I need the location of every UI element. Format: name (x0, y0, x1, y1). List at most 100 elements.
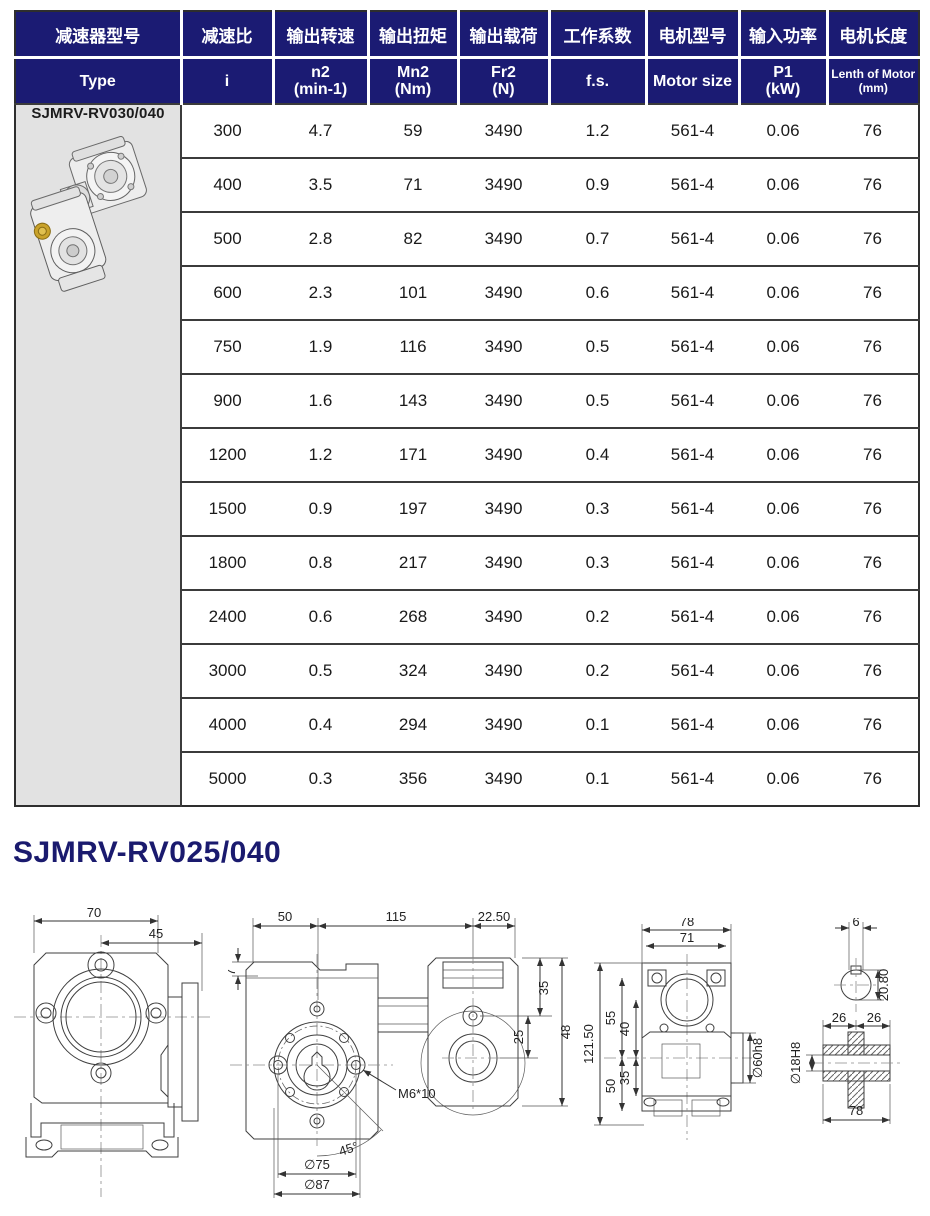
value-cell: 3490 (458, 535, 549, 590)
ratio-cell: 750 (181, 319, 273, 374)
value-cell: 0.9 (273, 481, 368, 536)
col-header-cn: 输出扭矩 (366, 11, 460, 59)
value-cell: 0.06 (739, 535, 827, 590)
dim-48-label: 48 (558, 1025, 573, 1039)
value-cell: 76 (827, 373, 919, 428)
value-cell: 3490 (458, 589, 549, 644)
value-cell: 3490 (458, 697, 549, 752)
col-header-en: Fr2 (N) (456, 56, 551, 104)
value-cell: 0.06 (739, 319, 827, 374)
value-cell: 1.2 (549, 103, 646, 158)
value-cell: 0.06 (739, 643, 827, 698)
value-cell: 76 (827, 103, 919, 158)
dim-35-label: 35 (536, 981, 551, 995)
value-cell: 2.3 (273, 265, 368, 320)
drawing-shaft-section: 6 20.80 26 26 ∅18H8 78 (788, 918, 904, 1124)
col-header-en: n2 (min-1) (271, 56, 370, 104)
value-cell: 3490 (458, 265, 549, 320)
drawing-side-view: 50 115 22.50 7 35 (228, 909, 573, 1198)
ratio-cell: 1500 (181, 481, 273, 536)
spec-table-body: SJMRV-RV030/040 (15, 103, 919, 806)
value-cell: 561-4 (646, 427, 739, 482)
value-cell: 0.5 (549, 319, 646, 374)
value-cell: 197 (368, 481, 458, 536)
value-cell: 561-4 (646, 103, 739, 158)
dim-12150-label: 121.50 (584, 1024, 596, 1064)
value-cell: 3.5 (273, 157, 368, 212)
value-cell: 561-4 (646, 211, 739, 266)
table-row: 1800 0.8 217 3490 0.3 561-4 0.06 76 (15, 535, 919, 590)
col-header-cn: 输出载荷 (456, 11, 551, 59)
table-row: 600 2.3 101 3490 0.6 561-4 0.06 76 (15, 265, 919, 320)
spec-table-head: 减速器型号 减速比 输出转速 输出扭矩 输出载荷 工作系数 电机型号 输入功率 电机长度 Type… (15, 11, 919, 104)
dim-78-label: 78 (680, 918, 694, 929)
value-cell: 0.2 (549, 643, 646, 698)
value-cell: 76 (827, 157, 919, 212)
value-cell: 2.8 (273, 211, 368, 266)
col-header-cn: 减速比 (179, 11, 275, 59)
value-cell: 71 (368, 157, 458, 212)
table-row: SJMRV-RV030/040 (15, 103, 919, 806)
dim-50-label: 50 (603, 1079, 618, 1093)
ratio-cell: 400 (181, 157, 273, 212)
dim-25-label: 25 (511, 1030, 526, 1044)
value-cell: 1.2 (273, 427, 368, 482)
dim-45-label: 45 (149, 926, 163, 941)
value-cell: 3490 (458, 319, 549, 374)
drawing-front-view: 70 45 (14, 905, 211, 1197)
table-row: 1200 1.2 171 3490 0.4 561-4 0.06 76 (15, 427, 919, 482)
dim-7-label: 7 (228, 968, 238, 975)
value-cell: 0.06 (739, 157, 827, 212)
ratio-cell: 1200 (181, 427, 273, 482)
value-cell: 3490 (458, 211, 549, 266)
value-cell: 1.9 (273, 319, 368, 374)
value-cell: 76 (827, 265, 919, 320)
value-cell: 0.06 (739, 589, 827, 644)
table-row: 900 1.6 143 3490 0.5 561-4 0.06 76 (15, 373, 919, 428)
value-cell: 101 (368, 265, 458, 320)
value-cell: 3490 (458, 427, 549, 482)
value-cell: 171 (368, 427, 458, 482)
value-cell: 561-4 (646, 751, 739, 806)
value-cell: 76 (827, 697, 919, 752)
value-cell: 217 (368, 535, 458, 590)
table-row: 750 1.9 116 3490 0.5 561-4 0.06 76 (15, 319, 919, 374)
dim-6-label: 6 (852, 918, 859, 929)
dim-87-label: ∅87 (304, 1177, 330, 1192)
value-cell: 294 (368, 697, 458, 752)
value-cell: 76 (827, 751, 919, 806)
gearbox-model-label: SJMRV-RV030/040 (31, 105, 165, 122)
value-cell: 0.6 (273, 589, 368, 644)
value-cell: 116 (368, 319, 458, 374)
dim-75-label: ∅75 (304, 1157, 330, 1172)
value-cell: 0.5 (273, 643, 368, 698)
value-cell: 0.4 (549, 427, 646, 482)
table-row: 5000 0.3 356 3490 0.1 561-4 0.06 76 (15, 751, 919, 806)
section-title: SJMRV-RV025/040 (13, 836, 282, 869)
table-row: 3000 0.5 324 3490 0.2 561-4 0.06 76 (15, 643, 919, 698)
value-cell: 0.6 (549, 265, 646, 320)
value-cell: 143 (368, 373, 458, 428)
dim-2250-label: 22.50 (478, 909, 511, 924)
value-cell: 76 (827, 319, 919, 374)
value-cell: 0.1 (549, 751, 646, 806)
table-row: 2400 0.6 268 3490 0.2 561-4 0.06 76 (15, 589, 919, 644)
value-cell: 0.3 (549, 535, 646, 590)
ratio-cell: 1800 (181, 535, 273, 590)
col-header-cn: 减速器型号 (15, 11, 183, 59)
ratio-cell: 600 (181, 265, 273, 320)
dim-40-label: 40 (617, 1022, 632, 1036)
value-cell: 3490 (458, 481, 549, 536)
value-cell: 0.3 (273, 751, 368, 806)
value-cell: 3490 (458, 643, 549, 698)
col-header-cn: 工作系数 (547, 11, 648, 59)
col-header-en: f.s. (547, 56, 648, 104)
value-cell: 76 (827, 427, 919, 482)
table-row: 1500 0.9 197 3490 0.3 561-4 0.06 76 (15, 481, 919, 536)
value-cell: 561-4 (646, 589, 739, 644)
value-cell: 0.06 (739, 427, 827, 482)
ratio-cell: 2400 (181, 589, 273, 644)
table-row: 4000 0.4 294 3490 0.1 561-4 0.06 76 (15, 697, 919, 752)
value-cell: 561-4 (646, 373, 739, 428)
col-header-cn: 电机型号 (644, 11, 741, 59)
